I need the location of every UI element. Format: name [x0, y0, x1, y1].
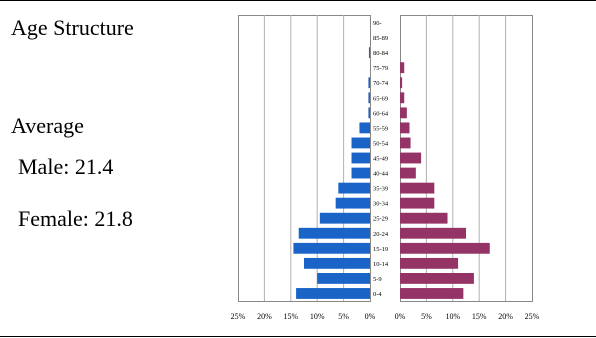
- age-group-label: 90-: [373, 20, 382, 27]
- age-group-label: 10-14: [373, 261, 389, 268]
- age-group-label: 0-4: [373, 291, 382, 298]
- age-group-label: 25-29: [373, 216, 388, 223]
- age-group-label: 35-39: [373, 186, 388, 193]
- female-bar: [400, 92, 405, 104]
- age-group-label: 55-59: [373, 125, 388, 132]
- female-bar: [400, 227, 466, 239]
- female-x-tick-label: 15%: [472, 312, 487, 321]
- male-bar: [368, 77, 370, 89]
- male-bar: [368, 47, 370, 59]
- chart-title: Age Structure: [11, 15, 134, 40]
- age-group-label: 20-24: [373, 231, 389, 238]
- male-x-tick-label: 20%: [257, 312, 272, 321]
- male-x-tick-label: 25%: [231, 312, 246, 321]
- female-bar: [400, 122, 410, 134]
- female-bar: [400, 182, 435, 194]
- male-bar: [298, 227, 370, 239]
- female-bar: [400, 62, 405, 74]
- female-bar: [400, 77, 403, 89]
- female-x-tick-label: 0%: [395, 312, 406, 321]
- age-group-label: 70-74: [373, 80, 389, 87]
- male-bar: [338, 182, 370, 194]
- male-bar: [335, 197, 370, 209]
- age-group-label: 15-19: [373, 246, 388, 253]
- age-group-label: 45-49: [373, 156, 388, 163]
- male-panel-frame: [238, 15, 371, 302]
- male-x-tick-label: 0%: [365, 312, 376, 321]
- male-bar: [304, 257, 370, 269]
- male-bar: [317, 273, 370, 284]
- female-x-tick-label: 25%: [525, 312, 540, 321]
- female-bar: [400, 167, 416, 179]
- age-group-label: 50-54: [373, 140, 389, 147]
- age-group-label: 85-89: [373, 35, 388, 42]
- female-bar: [400, 288, 464, 299]
- male-bar: [359, 122, 370, 134]
- male-bar: [296, 288, 370, 299]
- male-bar: [368, 92, 370, 104]
- female-bar: [400, 137, 411, 149]
- male-bar: [368, 107, 370, 119]
- female-bar: [400, 212, 448, 224]
- female-bar: [400, 257, 459, 269]
- female-x-tick-label: 5%: [421, 312, 432, 321]
- female-bar: [400, 197, 435, 209]
- age-group-label: 5-9: [373, 276, 382, 283]
- age-group-label: 65-69: [373, 95, 388, 102]
- female-x-tick-label: 20%: [498, 312, 513, 321]
- male-x-tick-label: 10%: [310, 312, 325, 321]
- male-bar: [351, 137, 370, 149]
- male-bar: [293, 242, 370, 254]
- age-group-label: 80-84: [373, 50, 389, 57]
- male-bar: [319, 212, 370, 224]
- age-group-label: 75-79: [373, 65, 388, 72]
- female-x-tick-label: 10%: [445, 312, 460, 321]
- male-bar: [351, 167, 370, 179]
- average-female: Female: 21.8: [18, 206, 133, 231]
- average-heading: Average: [11, 113, 84, 138]
- female-bar: [400, 242, 490, 254]
- female-bar: [400, 107, 407, 119]
- age-group-label: 30-34: [373, 201, 389, 208]
- age-group-label: 60-64: [373, 110, 389, 117]
- female-bar: [400, 152, 422, 164]
- female-bar: [400, 273, 474, 284]
- age-group-label: 40-44: [373, 171, 389, 178]
- male-bar: [351, 152, 370, 164]
- male-x-tick-label: 15%: [283, 312, 298, 321]
- average-male: Male: 21.4: [18, 154, 114, 179]
- male-x-tick-label: 5%: [338, 312, 349, 321]
